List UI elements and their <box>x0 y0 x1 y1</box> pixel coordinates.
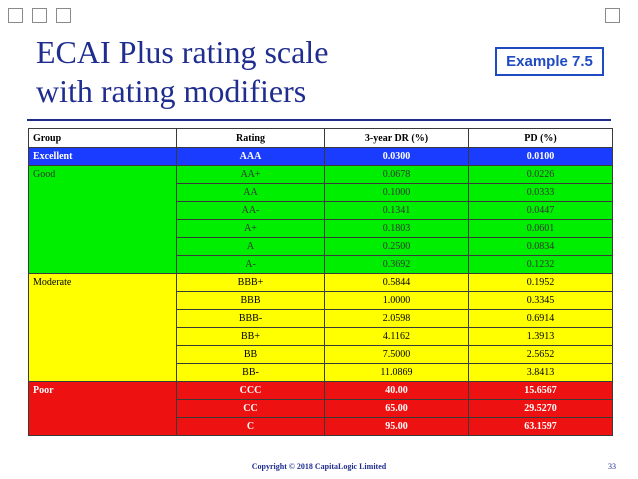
decorative-square <box>8 8 23 23</box>
table-row: BB+ 4.1162 1.3913 <box>29 327 613 346</box>
table-row: Good AA+ 0.0678 0.0226 <box>28 165 613 274</box>
pd-cell: 0.0333 <box>468 183 613 202</box>
dr-cell: 0.1803 <box>324 219 469 238</box>
table-row: BB- 11.0869 3.8413 <box>29 363 613 382</box>
rating-cell: BB+ <box>176 327 325 346</box>
pd-cell: 0.0226 <box>468 165 613 184</box>
table-row: A 0.2500 0.0834 <box>29 237 613 256</box>
dr-cell: 0.1000 <box>324 183 469 202</box>
dr-cell: 65.00 <box>324 399 469 418</box>
group-cell: Good <box>28 165 177 274</box>
pd-cell: 0.0100 <box>468 147 613 166</box>
column-header: 3-year DR (%) <box>324 128 469 148</box>
column-header: Group <box>28 128 177 148</box>
dr-cell: 0.2500 <box>324 237 469 256</box>
decorative-square <box>32 8 47 23</box>
pd-cell: 2.5652 <box>468 345 613 364</box>
dr-cell: 4.1162 <box>324 327 469 346</box>
rating-cell: A- <box>176 255 325 274</box>
pd-cell: 3.8413 <box>468 363 613 382</box>
slide-title-line1: ECAI Plus rating scale <box>36 34 329 70</box>
rating-cell: BBB <box>176 291 325 310</box>
slide-title-line2: with rating modifiers <box>36 73 307 109</box>
rating-cell: C <box>176 417 325 436</box>
dr-cell: 11.0869 <box>324 363 469 382</box>
rating-cell: BB <box>176 345 325 364</box>
pd-cell: 0.3345 <box>468 291 613 310</box>
pd-cell: 0.0601 <box>468 219 613 238</box>
table-body: Excellent AAA 0.0300 0.0100 Good AA+ 0.0678 0.0… <box>28 147 613 436</box>
rating-cell: A+ <box>176 219 325 238</box>
dr-cell: 0.1341 <box>324 201 469 220</box>
pd-cell: 0.0834 <box>468 237 613 256</box>
pd-cell: 0.6914 <box>468 309 613 328</box>
table-row: A+ 0.1803 0.0601 <box>29 219 613 238</box>
table-row: C 95.00 63.1597 <box>29 417 613 436</box>
table-row: CC 65.00 29.5270 <box>29 399 613 418</box>
pd-cell: 0.0447 <box>468 201 613 220</box>
dr-cell: 2.0598 <box>324 309 469 328</box>
pd-cell: 29.5270 <box>468 399 613 418</box>
rating-cell: A <box>176 237 325 256</box>
column-header: Rating <box>176 128 325 148</box>
table-row: A- 0.3692 0.1232 <box>29 255 613 274</box>
example-badge: Example 7.5 <box>495 47 604 76</box>
dr-cell: 95.00 <box>324 417 469 436</box>
pd-cell: 0.1232 <box>468 255 613 274</box>
page-number: 33 <box>608 462 616 471</box>
dr-cell: 0.3692 <box>324 255 469 274</box>
pd-cell: 0.1952 <box>468 273 613 292</box>
table-row: Poor CCC 40.00 15.6567 <box>28 381 613 436</box>
group-cell: Moderate <box>28 273 177 382</box>
column-header: PD (%) <box>468 128 613 148</box>
pd-cell: 15.6567 <box>468 381 613 400</box>
rating-cell: BBB- <box>176 309 325 328</box>
title-divider <box>27 119 611 121</box>
dr-cell: 40.00 <box>324 381 469 400</box>
table-row: Moderate BBB+ 0.5844 0.1952 <box>28 273 613 382</box>
rating-cell: CC <box>176 399 325 418</box>
slide-title: ECAI Plus rating scale with rating modif… <box>36 33 328 111</box>
rating-cell: AA <box>176 183 325 202</box>
rating-cell: BBB+ <box>176 273 325 292</box>
rating-cell: AA+ <box>176 165 325 184</box>
table-header-row: Group Rating 3-year DR (%) PD (%) <box>28 128 613 148</box>
dr-cell: 0.0300 <box>324 147 469 166</box>
pd-cell: 63.1597 <box>468 417 613 436</box>
rating-cell: CCC <box>176 381 325 400</box>
copyright-footer: Copyright © 2018 CapitaLogic Limited <box>251 462 387 471</box>
decorative-square <box>56 8 71 23</box>
decorative-square <box>605 8 620 23</box>
rating-cell: AA- <box>176 201 325 220</box>
rating-cell: AAA <box>176 147 325 166</box>
dr-cell: 1.0000 <box>324 291 469 310</box>
dr-cell: 0.0678 <box>324 165 469 184</box>
table-row: BBB- 2.0598 0.6914 <box>29 309 613 328</box>
pd-cell: 1.3913 <box>468 327 613 346</box>
dr-cell: 7.5000 <box>324 345 469 364</box>
group-cell: Excellent <box>28 147 177 166</box>
table-row: Excellent AAA 0.0300 0.0100 <box>28 147 613 166</box>
rating-scale-table: Group Rating 3-year DR (%) PD (%) Excellent… <box>28 128 613 436</box>
rating-cell: BB- <box>176 363 325 382</box>
dr-cell: 0.5844 <box>324 273 469 292</box>
group-cell: Poor <box>28 381 177 436</box>
